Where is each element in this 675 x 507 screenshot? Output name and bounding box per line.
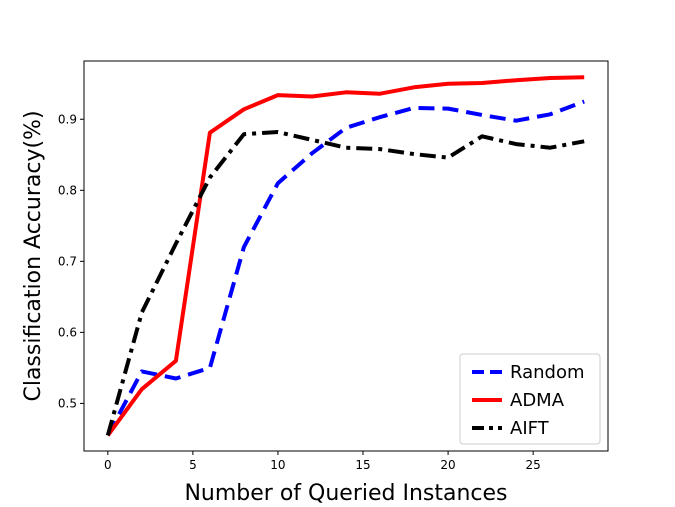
x-axis-ticks: 0 5 10 15 20 25 (104, 451, 541, 472)
x-axis-label: Number of Queried Instances (184, 481, 507, 506)
legend-label-aift: AIFT (510, 418, 550, 439)
legend-label-adma: ADMA (510, 390, 565, 411)
y-tick-label: 0.9 (58, 112, 77, 126)
x-tick-label: 15 (355, 458, 370, 472)
y-axis-ticks: 0.5 0.6 0.7 0.8 0.9 (58, 112, 84, 410)
plot-frame (83, 60, 609, 452)
x-tick-label: 0 (104, 458, 112, 472)
x-tick-label: 10 (270, 458, 285, 472)
legend: Random ADMA AIFT (459, 353, 601, 445)
x-tick-label: 20 (440, 458, 455, 472)
y-tick-label: 0.5 (58, 396, 77, 410)
series-line-aift (105, 130, 585, 436)
series-line-random (106, 99, 585, 437)
y-tick-label: 0.8 (58, 183, 77, 197)
y-axis-label: Classification Accuracy(%) (21, 110, 46, 401)
y-tick-label: 0.6 (58, 325, 77, 339)
legend-box (459, 353, 601, 445)
x-tick-label: 5 (189, 458, 197, 472)
legend-label-random: Random (510, 362, 585, 383)
series-group (105, 75, 585, 437)
series-line-adma (106, 75, 585, 437)
x-tick-label: 25 (526, 458, 541, 472)
y-tick-label: 0.7 (58, 254, 77, 268)
